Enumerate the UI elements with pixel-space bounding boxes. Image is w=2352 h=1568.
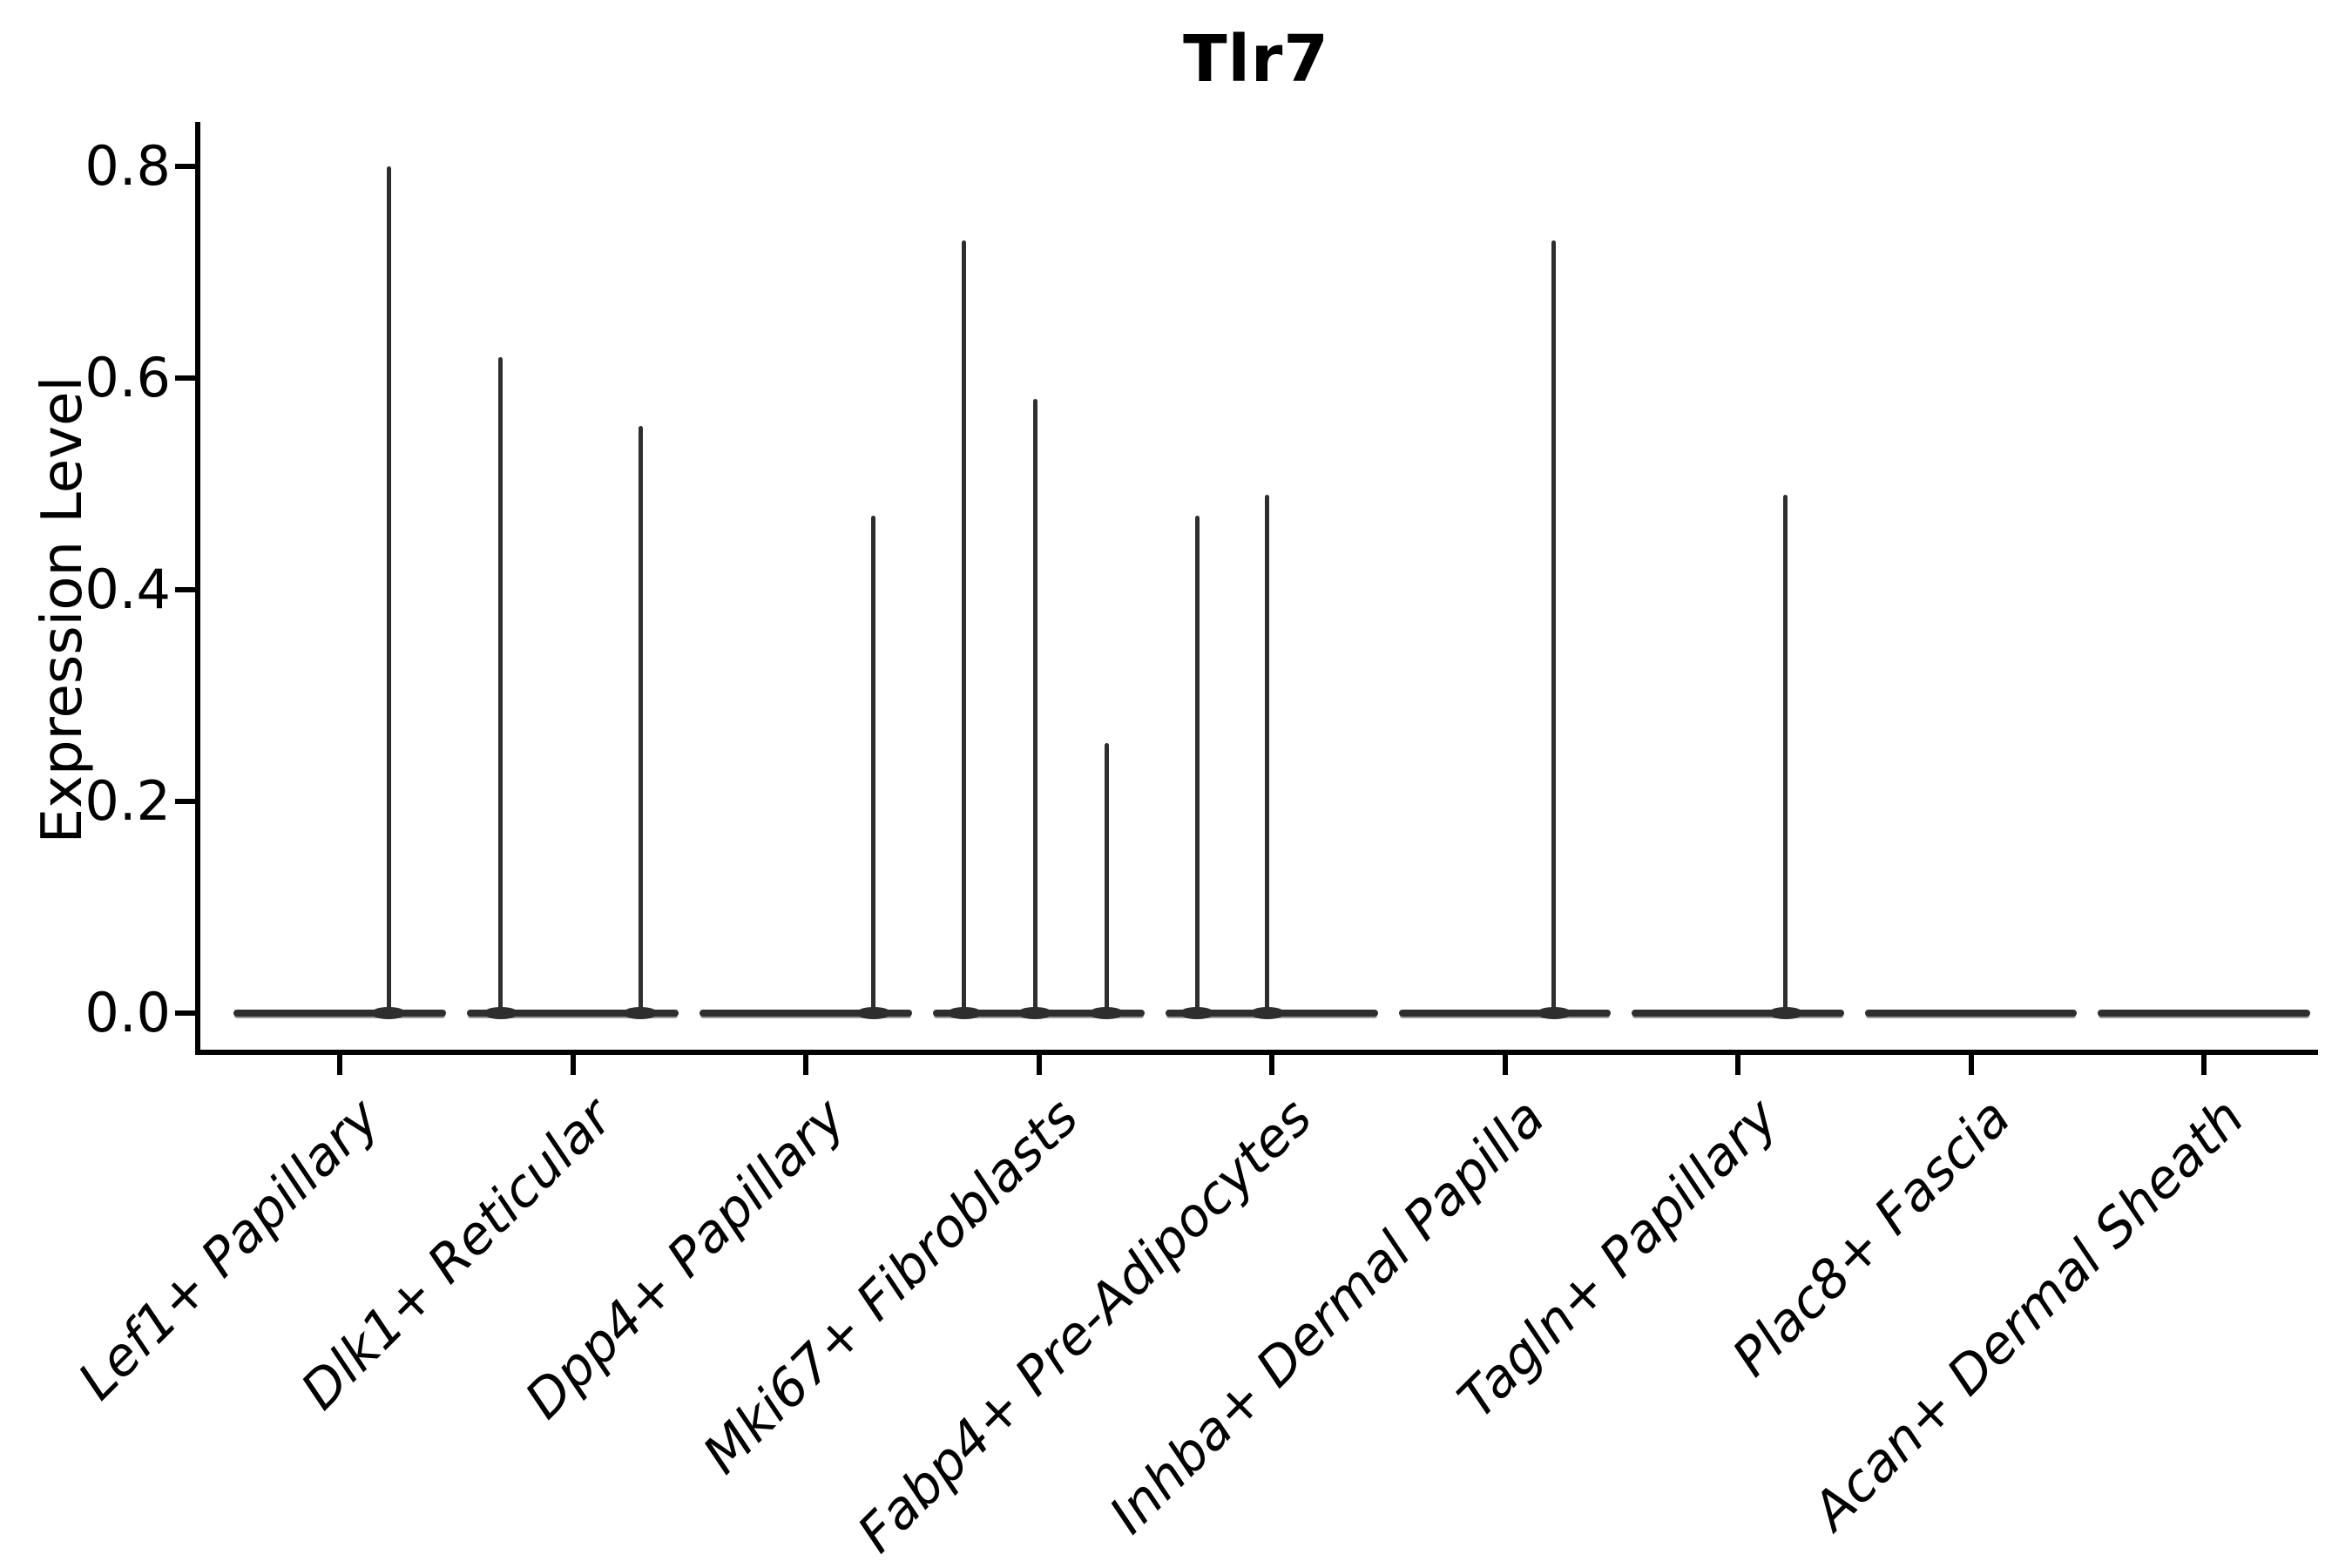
violin-baseline (700, 1010, 912, 1017)
y-tick (175, 1010, 198, 1016)
x-tick (1735, 1052, 1740, 1075)
y-tick-label: 0.2 (84, 769, 171, 833)
y-tick-label: 0.4 (84, 558, 171, 621)
violin-tail-flare (855, 1007, 891, 1019)
x-tick (1036, 1052, 1042, 1075)
violin-baseline (1398, 1010, 1612, 1017)
x-tick (570, 1052, 576, 1075)
y-tick (175, 799, 198, 804)
violin-tail-spike (1104, 743, 1109, 1013)
violin-tail-flare (1249, 1007, 1285, 1019)
violin-tail-flare (1179, 1007, 1215, 1019)
violin-tail-spike (1551, 240, 1557, 1013)
x-tick-label: Fabp4+ Pre-Adipocytes (846, 1086, 1324, 1565)
violin-baseline (1632, 1010, 1844, 1017)
x-tick (803, 1052, 808, 1075)
violin-tail-spike (498, 356, 504, 1013)
violin-tail-flare (1017, 1007, 1053, 1019)
y-axis-spine (195, 122, 200, 1055)
violin-tail-spike (638, 425, 643, 1013)
violin-tail-flare (371, 1007, 407, 1019)
x-tick-label: Acan+ Dermal Sheath (1801, 1086, 2256, 1542)
chart-title: Tlr7 (1183, 22, 1329, 97)
x-axis-spine (195, 1050, 2318, 1055)
violin-tail-spike (1194, 515, 1200, 1013)
violin-baseline (2098, 1010, 2310, 1017)
violin-tail-flare (1089, 1007, 1125, 1019)
violin-tail-flare (1767, 1007, 1803, 1019)
x-tick (1968, 1052, 1974, 1075)
violin-baseline (1864, 1010, 2078, 1017)
x-tick (1502, 1052, 1508, 1075)
y-tick-label: 0.8 (84, 134, 171, 198)
violin-tail-flare (483, 1007, 518, 1019)
violin-tail-flare (623, 1007, 659, 1019)
y-tick (175, 375, 198, 381)
violin-tail-flare (1536, 1007, 1571, 1019)
violin-tail-spike (871, 515, 876, 1013)
violin-baseline (466, 1010, 679, 1017)
violin-tail-spike (1032, 399, 1037, 1013)
y-tick-label: 0.0 (84, 981, 171, 1044)
x-tick-label: Inhba+ Dermal Papilla (1098, 1086, 1557, 1546)
x-tick (1269, 1052, 1274, 1075)
violin-tail-spike (1783, 494, 1788, 1013)
violin-tail-spike (962, 240, 967, 1013)
y-tick (175, 164, 198, 169)
violin-baseline (233, 1010, 446, 1017)
violin-tail-spike (1265, 494, 1270, 1013)
x-tick (2201, 1052, 2207, 1075)
violin-tail-spike (386, 166, 391, 1013)
x-tick (337, 1052, 342, 1075)
y-tick-label: 0.6 (84, 346, 171, 409)
violin-tail-flare (946, 1007, 982, 1019)
y-tick (175, 587, 198, 592)
